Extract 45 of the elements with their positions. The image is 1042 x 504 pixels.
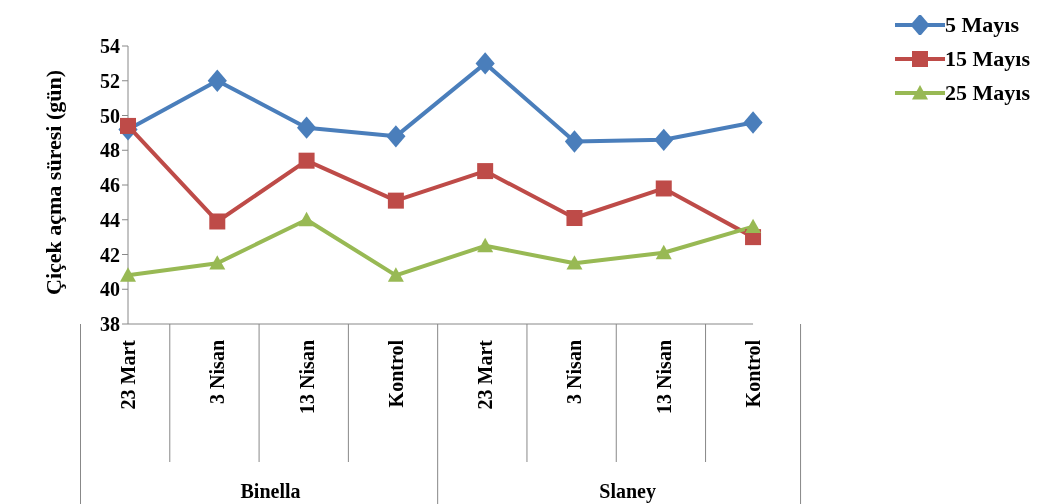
x-tick-label: 3 Nisan (563, 340, 586, 404)
y-tick-label: 52 (100, 69, 120, 92)
y-tick-label: 40 (100, 278, 120, 301)
legend-label: 25 Mayıs (945, 79, 1030, 107)
point (120, 267, 136, 282)
x-tick-label: 13 Nisan (652, 340, 675, 414)
y-tick-label: 38 (100, 313, 120, 336)
point (386, 125, 406, 148)
point (566, 210, 583, 227)
x-tick-label: Kontrol (384, 339, 407, 408)
y-tick-label: 44 (100, 208, 120, 231)
point (120, 117, 136, 134)
point (387, 192, 404, 209)
y-tick-label: 46 (100, 174, 120, 197)
point (209, 255, 226, 270)
text: Binella (240, 480, 301, 502)
x-tick-label: 23 Mart (474, 339, 497, 410)
point (654, 128, 674, 152)
x-tick-label: 23 Mart (117, 339, 139, 410)
point (298, 152, 315, 169)
legend-label: 5 Mayıs (945, 11, 1019, 39)
point (296, 116, 317, 139)
point (207, 69, 227, 92)
legend-label: 15 Mayıs (945, 45, 1030, 73)
y-tick-label: 42 (100, 243, 120, 266)
point (298, 211, 315, 227)
y-tick-label: 54 (100, 35, 120, 58)
x-tick-label: 3 Nisan (206, 340, 229, 404)
point (477, 163, 494, 180)
point (566, 255, 583, 270)
point (209, 213, 226, 230)
point (655, 244, 672, 260)
point (655, 180, 672, 197)
x-tick-label: Kontrol (742, 339, 765, 408)
y-tick-label: 50 (100, 104, 120, 127)
point (745, 218, 762, 234)
point (475, 52, 495, 75)
point (477, 237, 494, 253)
point (743, 111, 763, 134)
point (387, 267, 404, 282)
text: Slaney (599, 480, 657, 503)
point (564, 130, 585, 153)
x-tick-label: 13 Nisan (295, 340, 318, 414)
y-axis-title: Çiçek açma süresi (gün) (40, 69, 66, 295)
y-tick-label: 48 (100, 139, 120, 162)
